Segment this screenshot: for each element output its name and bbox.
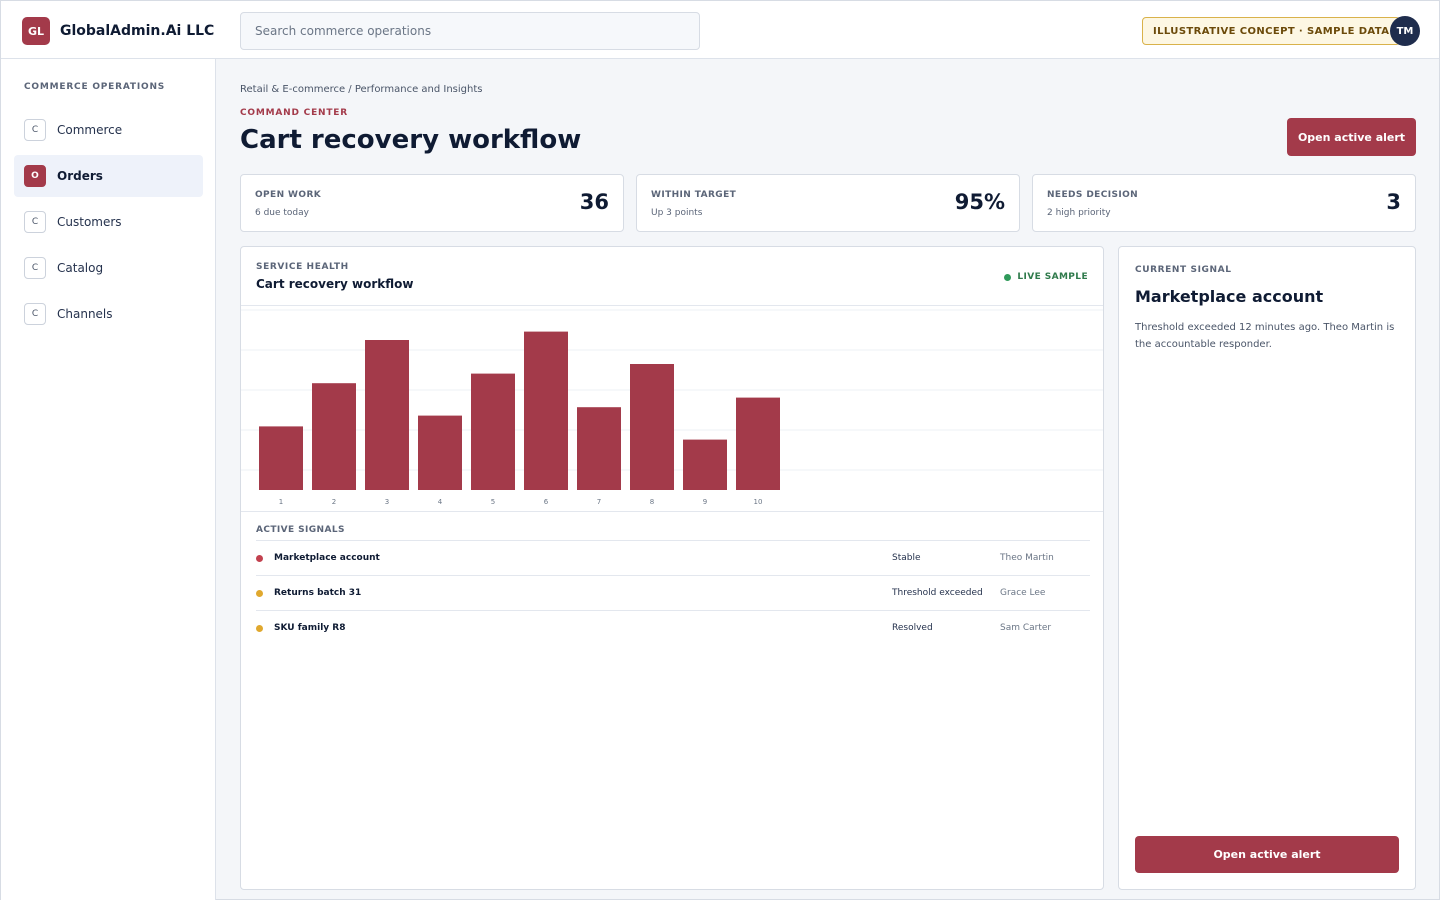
page-title: Cart recovery workflow xyxy=(240,125,582,155)
signal-state: Resolved xyxy=(892,623,933,633)
sidebar-item-customers[interactable]: C Customers xyxy=(14,201,203,243)
kpi-label: NEEDS DECISION xyxy=(1047,190,1139,200)
signal-status-dot-icon xyxy=(256,624,263,632)
chart-bar[interactable] xyxy=(312,383,356,490)
signal-row[interactable]: Returns batch 31 Threshold exceeded Grac… xyxy=(256,575,1090,610)
sidebar-item-label: Catalog xyxy=(57,261,104,275)
sidebar-item-catalog[interactable]: C Catalog xyxy=(14,247,203,289)
page-eyebrow: COMMAND CENTER xyxy=(240,108,348,118)
kpi-value: 3 xyxy=(1386,190,1401,214)
signal-state: Threshold exceeded xyxy=(892,588,983,598)
chart-bar[interactable] xyxy=(365,340,409,490)
kpi-subtext: Up 3 points xyxy=(651,208,703,218)
kpi-subtext: 2 high priority xyxy=(1047,208,1111,218)
current-signal-eyebrow: CURRENT SIGNAL xyxy=(1135,265,1232,275)
sidebar: COMMERCE OPERATIONS C Commerce O Orders … xyxy=(1,59,216,900)
sidebar-item-label: Customers xyxy=(57,215,122,229)
open-active-alert-button[interactable]: Open active alert xyxy=(1287,118,1416,156)
chart-bar[interactable] xyxy=(630,364,674,490)
signal-name: Returns batch 31 xyxy=(274,588,362,598)
chart-tick-label: 4 xyxy=(438,498,443,506)
sidebar-item-label: Orders xyxy=(57,169,103,183)
catalog-icon: C xyxy=(24,257,46,279)
signal-name: SKU family R8 xyxy=(274,623,346,633)
chart-bar[interactable] xyxy=(418,415,462,490)
divider xyxy=(241,305,1103,306)
open-active-alert-button-secondary[interactable]: Open active alert xyxy=(1135,836,1399,873)
brand-logo: GL xyxy=(22,17,50,45)
chart-tick-label: 2 xyxy=(332,498,336,506)
chart-tick-label: 10 xyxy=(754,498,763,506)
chart-tick-label: 1 xyxy=(279,498,283,506)
signal-owner: Grace Lee xyxy=(1000,588,1046,598)
chart-bar[interactable] xyxy=(577,407,621,490)
bar-chart: 1 2 3 4 5 6 7 8 9 10 xyxy=(241,309,1103,506)
chart-tick-label: 6 xyxy=(544,498,549,506)
sample-data-badge: ILLUSTRATIVE CONCEPT · SAMPLE DATA xyxy=(1142,17,1401,45)
chart-bar[interactable] xyxy=(259,426,303,490)
customers-icon: C xyxy=(24,211,46,233)
kpi-value: 36 xyxy=(579,190,609,214)
panel-eyebrow: SERVICE HEALTH xyxy=(256,262,349,272)
kpi-card-within-target: WITHIN TARGET Up 3 points 95% xyxy=(636,174,1020,232)
user-avatar[interactable]: TM xyxy=(1390,16,1420,46)
channels-icon: C xyxy=(24,303,46,325)
live-sample-label: LIVE SAMPLE xyxy=(1017,272,1088,282)
chart-bar[interactable] xyxy=(524,331,568,490)
active-signals-heading: ACTIVE SIGNALS xyxy=(256,525,345,535)
chart-tick-label: 9 xyxy=(703,498,707,506)
signal-owner: Theo Martin xyxy=(1000,553,1054,563)
divider xyxy=(241,511,1103,512)
signal-status-dot-icon xyxy=(256,589,263,597)
current-signal-card: CURRENT SIGNAL Marketplace account Thres… xyxy=(1118,246,1416,890)
sidebar-item-orders[interactable]: O Orders xyxy=(14,155,203,197)
kpi-card-needs-decision: NEEDS DECISION 2 high priority 3 xyxy=(1032,174,1416,232)
active-signals-list: Marketplace account Stable Theo Martin R… xyxy=(256,540,1090,645)
sidebar-item-channels[interactable]: C Channels xyxy=(14,293,203,335)
signal-row[interactable]: SKU family R8 Resolved Sam Carter xyxy=(256,610,1090,645)
signal-name: Marketplace account xyxy=(274,553,380,563)
chart-bar[interactable] xyxy=(736,397,780,490)
signal-state: Stable xyxy=(892,553,921,563)
orders-icon: O xyxy=(24,165,46,187)
chart-bar[interactable] xyxy=(471,373,515,490)
current-signal-title: Marketplace account xyxy=(1135,287,1324,306)
signal-status-dot-icon xyxy=(256,554,263,562)
signal-owner: Sam Carter xyxy=(1000,623,1052,633)
sidebar-heading: COMMERCE OPERATIONS xyxy=(24,82,166,92)
chart-tick-label: 3 xyxy=(385,498,389,506)
kpi-subtext: 6 due today xyxy=(255,208,309,218)
kpi-card-open-work: OPEN WORK 6 due today 36 xyxy=(240,174,624,232)
sidebar-item-commerce[interactable]: C Commerce xyxy=(14,109,203,151)
brand-name: GlobalAdmin.Ai LLC xyxy=(60,23,215,39)
kpi-value: 95% xyxy=(954,190,1005,214)
signal-row[interactable]: Marketplace account Stable Theo Martin xyxy=(256,540,1090,575)
sidebar-item-label: Commerce xyxy=(57,123,123,137)
chart-tick-label: 5 xyxy=(491,498,495,506)
search-input[interactable] xyxy=(240,12,700,50)
kpi-label: OPEN WORK xyxy=(255,190,322,200)
sidebar-item-label: Channels xyxy=(57,307,113,321)
service-health-panel: SERVICE HEALTH Cart recovery workflow LI… xyxy=(240,246,1104,890)
live-dot-icon xyxy=(1004,273,1012,281)
panel-title: Cart recovery workflow xyxy=(256,277,414,291)
current-signal-description: Threshold exceeded 12 minutes ago. Theo … xyxy=(1135,322,1395,350)
chart-bar[interactable] xyxy=(683,439,727,490)
chart-tick-label: 8 xyxy=(650,498,654,506)
chart-tick-label: 7 xyxy=(597,498,601,506)
commerce-icon: C xyxy=(24,119,46,141)
breadcrumb: Retail & E-commerce / Performance and In… xyxy=(240,84,483,95)
top-bar: GL GlobalAdmin.Ai LLC ILLUSTRATIVE CONCE… xyxy=(1,1,1439,59)
kpi-label: WITHIN TARGET xyxy=(651,190,737,200)
brand[interactable]: GL GlobalAdmin.Ai LLC xyxy=(22,17,214,45)
live-sample-indicator: LIVE SAMPLE xyxy=(1004,272,1088,282)
